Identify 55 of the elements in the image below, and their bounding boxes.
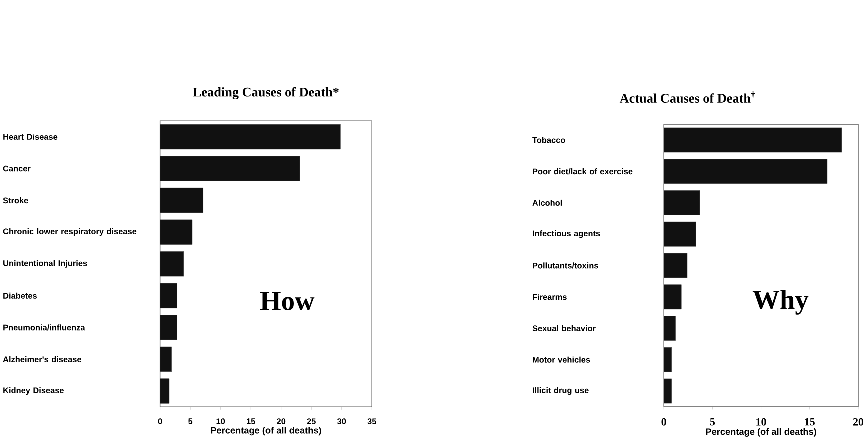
bar — [160, 156, 300, 182]
y-tick-label: Infectious agents — [533, 230, 600, 238]
bar — [664, 316, 676, 341]
x-tick-label: 15 — [247, 418, 256, 424]
x-tick-label: 15 — [805, 418, 815, 426]
y-tick-label: Alzheimer's disease — [3, 356, 82, 363]
bar — [664, 253, 688, 278]
bar — [160, 252, 184, 277]
y-tick-label: Illicit drug use — [533, 387, 589, 396]
x-tick-label: 0 — [158, 418, 162, 424]
y-tick-label: Firearms — [533, 294, 567, 300]
chart-title: Actual Causes of Death$^{†}$ — [620, 92, 756, 103]
bar — [664, 190, 700, 216]
x-tick-label: 25 — [307, 418, 316, 424]
y-tick-label: Kidney Disease — [4, 387, 64, 396]
y-tick-label: Motor vehicles — [533, 356, 590, 363]
y-tick-label: Chronic lower respiratory disease — [3, 228, 137, 236]
x-tick-label: 0 — [662, 418, 666, 426]
y-tick-label: Tobacco — [532, 137, 566, 144]
bar — [664, 378, 672, 404]
x-tick-label: 20 — [277, 418, 286, 424]
y-tick-label: Diabetes — [4, 292, 37, 299]
bar — [160, 220, 193, 245]
x-tick-label: 5 — [710, 418, 716, 426]
chart-title: Leading Causes of Death* — [193, 87, 339, 100]
bar — [160, 124, 341, 150]
bar — [160, 315, 178, 340]
x-axis-title: Percentage (of all deaths) — [211, 427, 322, 436]
x-tick-label: 30 — [337, 418, 346, 424]
y-tick-label: Pneumonia/influenza — [4, 324, 86, 331]
bar — [664, 128, 842, 153]
x-tick-label: 10 — [756, 418, 766, 426]
bar — [664, 222, 696, 247]
y-tick-label: Cancer — [3, 166, 31, 172]
annotation: Why — [752, 290, 809, 315]
y-tick-label: Heart Disease — [4, 134, 58, 140]
x-tick-label: 10 — [216, 418, 226, 424]
bar — [664, 159, 828, 184]
bar — [160, 188, 204, 214]
y-tick-label: Sexual behavior — [532, 325, 596, 332]
x-tick-label: 20 — [853, 418, 864, 426]
bar — [160, 378, 170, 404]
y-tick-label: Unintentional Injuries — [4, 260, 88, 268]
annotation: How — [260, 292, 315, 310]
x-axis-title: Percentage (of all deaths) — [706, 428, 816, 437]
y-tick-label: Alcohol — [532, 200, 562, 206]
y-tick-label: Pollutants/toxins — [533, 262, 598, 269]
bar — [664, 347, 672, 372]
y-tick-label: Poor diet/lack of exercise — [533, 168, 633, 175]
bar — [160, 283, 178, 308]
bar — [664, 284, 682, 310]
y-tick-label: Stroke — [3, 198, 28, 204]
bar — [160, 346, 172, 372]
x-tick-label: 35 — [368, 418, 376, 424]
x-tick-label: 5 — [188, 418, 193, 424]
